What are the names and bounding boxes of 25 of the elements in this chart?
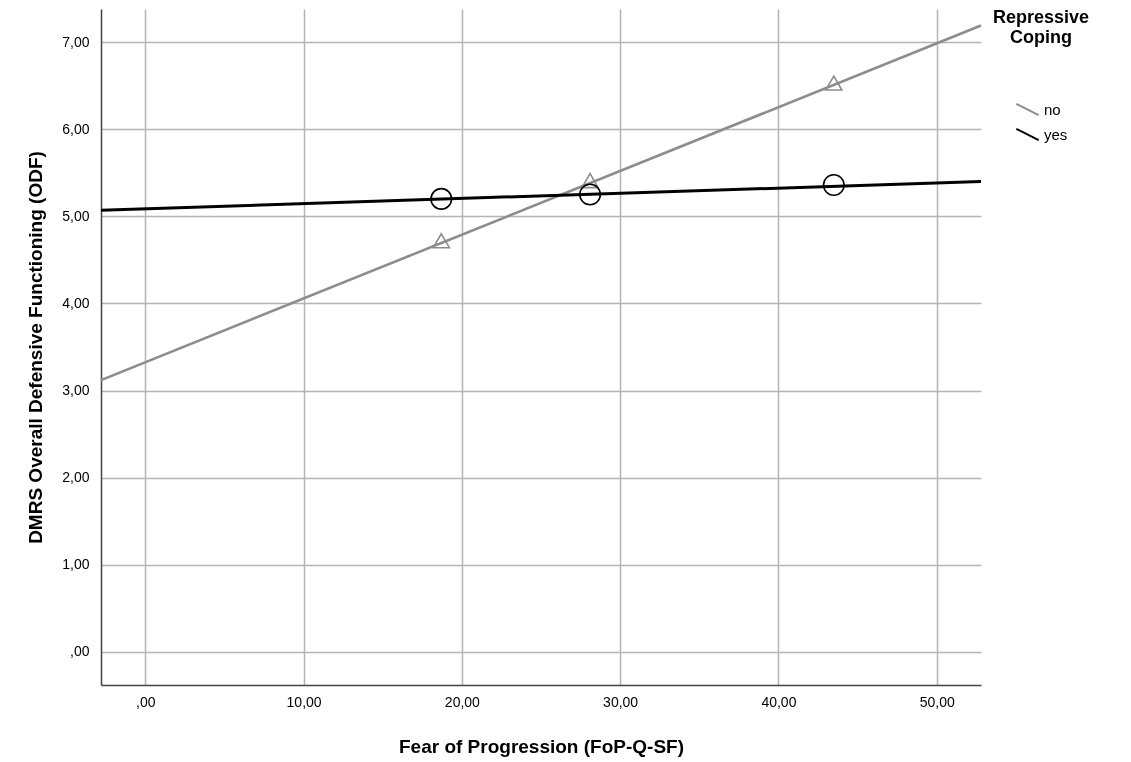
point — [824, 75, 843, 91]
x-tick-label: 50,00 — [919, 693, 955, 710]
y-tick-label: 5,00 — [62, 207, 90, 224]
point — [822, 173, 845, 196]
y-tick-label: 7,00 — [62, 33, 90, 50]
point — [579, 183, 602, 206]
y-tick-label: 1,00 — [62, 556, 90, 573]
point — [432, 232, 451, 249]
x-tick-label: 20,00 — [444, 693, 481, 710]
point — [430, 187, 453, 210]
x-axis-title: Fear of Progression (FoP-Q-SF) — [398, 735, 685, 757]
x-tick-label: 40,00 — [761, 693, 797, 710]
point — [581, 172, 599, 189]
y-tick-label: 6,00 — [62, 120, 90, 137]
x-tick-label: 30,00 — [603, 693, 639, 710]
y-axis-title: DMRS Overall Defensive Functioning (ODF) — [25, 151, 47, 544]
x-tick-label: ,00 — [136, 693, 156, 710]
legend-label: no — [1044, 100, 1061, 118]
legend-label: yes — [1044, 125, 1068, 143]
y-tick-label: 2,00 — [62, 469, 90, 486]
legend-title: Repressive Coping — [992, 7, 1090, 47]
y-tick-label: ,00 — [70, 643, 90, 660]
x-tick-label: 10,00 — [286, 693, 322, 710]
y-tick-label: 3,00 — [62, 382, 90, 399]
y-tick-label: 4,00 — [62, 294, 90, 311]
